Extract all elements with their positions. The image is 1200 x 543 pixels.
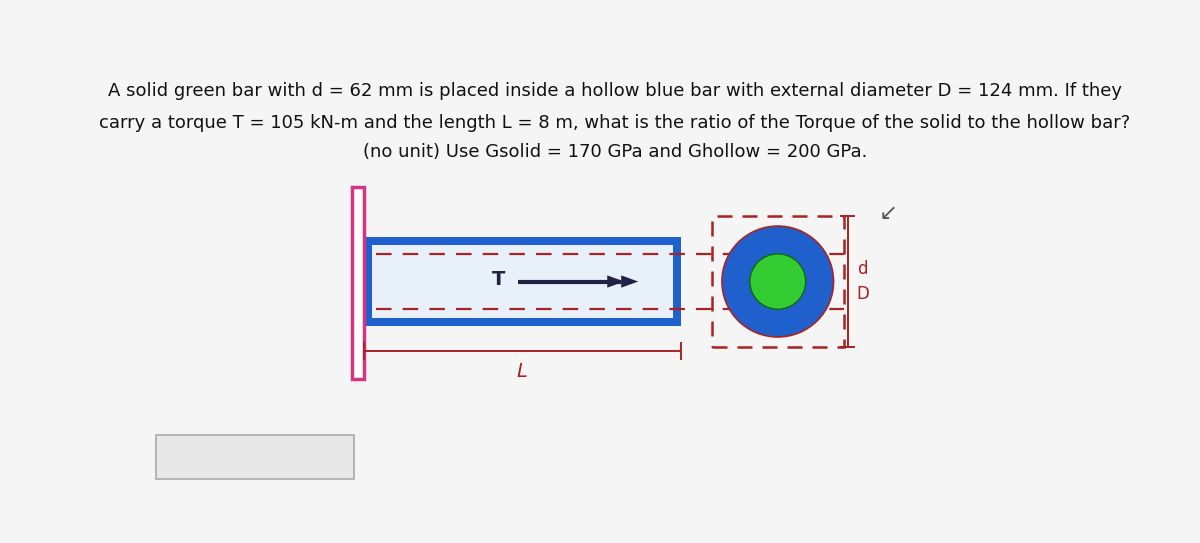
Text: T: T (492, 270, 505, 289)
Text: A solid green bar with d = 62 mm is placed inside a hollow blue bar with externa: A solid green bar with d = 62 mm is plac… (108, 81, 1122, 99)
Bar (712, 216, 844, 347)
Circle shape (750, 254, 805, 310)
Bar (364, 237, 680, 326)
Text: D: D (857, 286, 870, 304)
Bar (156, 435, 354, 479)
Polygon shape (622, 275, 638, 288)
Polygon shape (607, 275, 624, 288)
Text: (no unit) Use Gsolid = 170 GPa and Ghollow = 200 GPa.: (no unit) Use Gsolid = 170 GPa and Gholl… (362, 143, 868, 161)
Text: d: d (857, 260, 868, 277)
Text: L: L (517, 362, 528, 381)
Bar (352, 187, 364, 380)
Bar (372, 244, 673, 319)
Text: ↗: ↗ (874, 200, 892, 220)
Circle shape (722, 226, 834, 337)
Text: carry a torque T = 105 kN-m and the length L = 8 m, what is the ratio of the Tor: carry a torque T = 105 kN-m and the leng… (100, 114, 1130, 132)
